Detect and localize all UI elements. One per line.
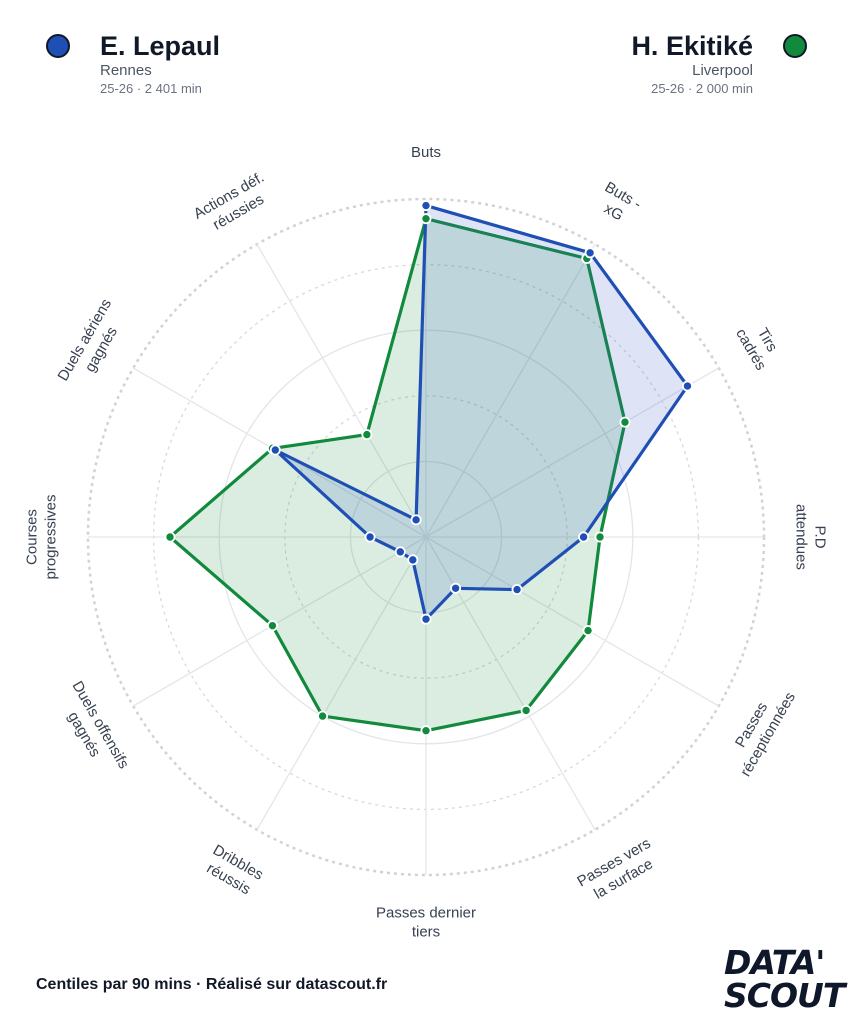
series-2-point — [619, 416, 631, 428]
axis-spoke — [425, 367, 720, 538]
player-2-meta: 25-26 · 2 000 min — [651, 81, 753, 96]
axis-spoke — [256, 243, 427, 538]
series-1-point — [394, 546, 406, 558]
player-1-meta: 25-26 · 2 401 min — [100, 81, 202, 96]
axis-label: Buts — [411, 144, 441, 161]
series-2-point — [164, 531, 176, 543]
axis-label-line: P.D — [812, 525, 829, 548]
series-1-point — [584, 247, 596, 259]
axis-label: Dribblesréussis — [200, 842, 266, 901]
axis-label-line: Courses — [24, 509, 41, 565]
logo-line-2: SCOUT — [724, 976, 845, 1015]
axis-label-line: progressives — [43, 494, 60, 579]
series-1-point — [410, 514, 422, 526]
series-1-point — [511, 584, 523, 596]
axis-label-line: Buts — [411, 144, 441, 161]
axis-label: Passes dernier tiers — [376, 905, 476, 941]
axis-label: Actions déf.réussies — [191, 169, 277, 239]
series-1-point — [681, 380, 693, 392]
footer-note: Centiles par 90 mins · Réalisé sur datas… — [36, 976, 388, 993]
series-1-point — [420, 613, 432, 625]
axis-label: Duels aériensgagnés — [55, 296, 132, 393]
axis-label-line: Passes dernier — [376, 905, 476, 922]
player-2-color-dot — [783, 34, 807, 58]
series-2-point — [520, 704, 532, 716]
series-1-point — [269, 444, 281, 456]
axis-label-line: attendues — [793, 504, 810, 570]
series-1-point — [578, 531, 590, 543]
axis-label: Buts -xG — [592, 179, 644, 230]
series-1-point — [364, 531, 376, 543]
axis-label: Duels offensifsgagnés — [52, 678, 132, 781]
series-1-point — [450, 582, 462, 594]
axis-spoke — [132, 536, 427, 707]
series-2-point — [420, 725, 432, 737]
axis-label: Passesréceptionnées — [721, 680, 799, 780]
series-1-point — [420, 200, 432, 212]
series-2-point — [420, 213, 432, 225]
axis-label-line: tiers — [412, 924, 440, 941]
series-1-point — [407, 554, 419, 566]
player-2-name: H. Ekitiké — [631, 31, 753, 61]
series-2-point — [317, 710, 329, 722]
axis-label: Tirscadrés — [732, 316, 786, 373]
axis-spoke — [425, 536, 720, 707]
player-2-club: Liverpool — [692, 62, 753, 79]
axis-spoke — [256, 536, 427, 831]
axis-label: Passes versla surface — [574, 835, 663, 907]
axis-spoke — [425, 243, 596, 538]
series-2-point — [361, 429, 373, 441]
series-2-point — [582, 625, 594, 637]
axis-label: Courses progressives — [24, 494, 60, 579]
logo-line-1: DATA' — [724, 943, 825, 982]
series-2-point — [594, 531, 606, 543]
player-1-color-dot — [46, 34, 70, 58]
player-1-name: E. Lepaul — [100, 31, 221, 61]
player-1-club: Rennes — [100, 62, 152, 79]
axis-label: P.Dattendues — [793, 504, 829, 570]
datascout-logo: DATA' SCOUT — [724, 943, 845, 1016]
series-2-point — [266, 620, 278, 632]
